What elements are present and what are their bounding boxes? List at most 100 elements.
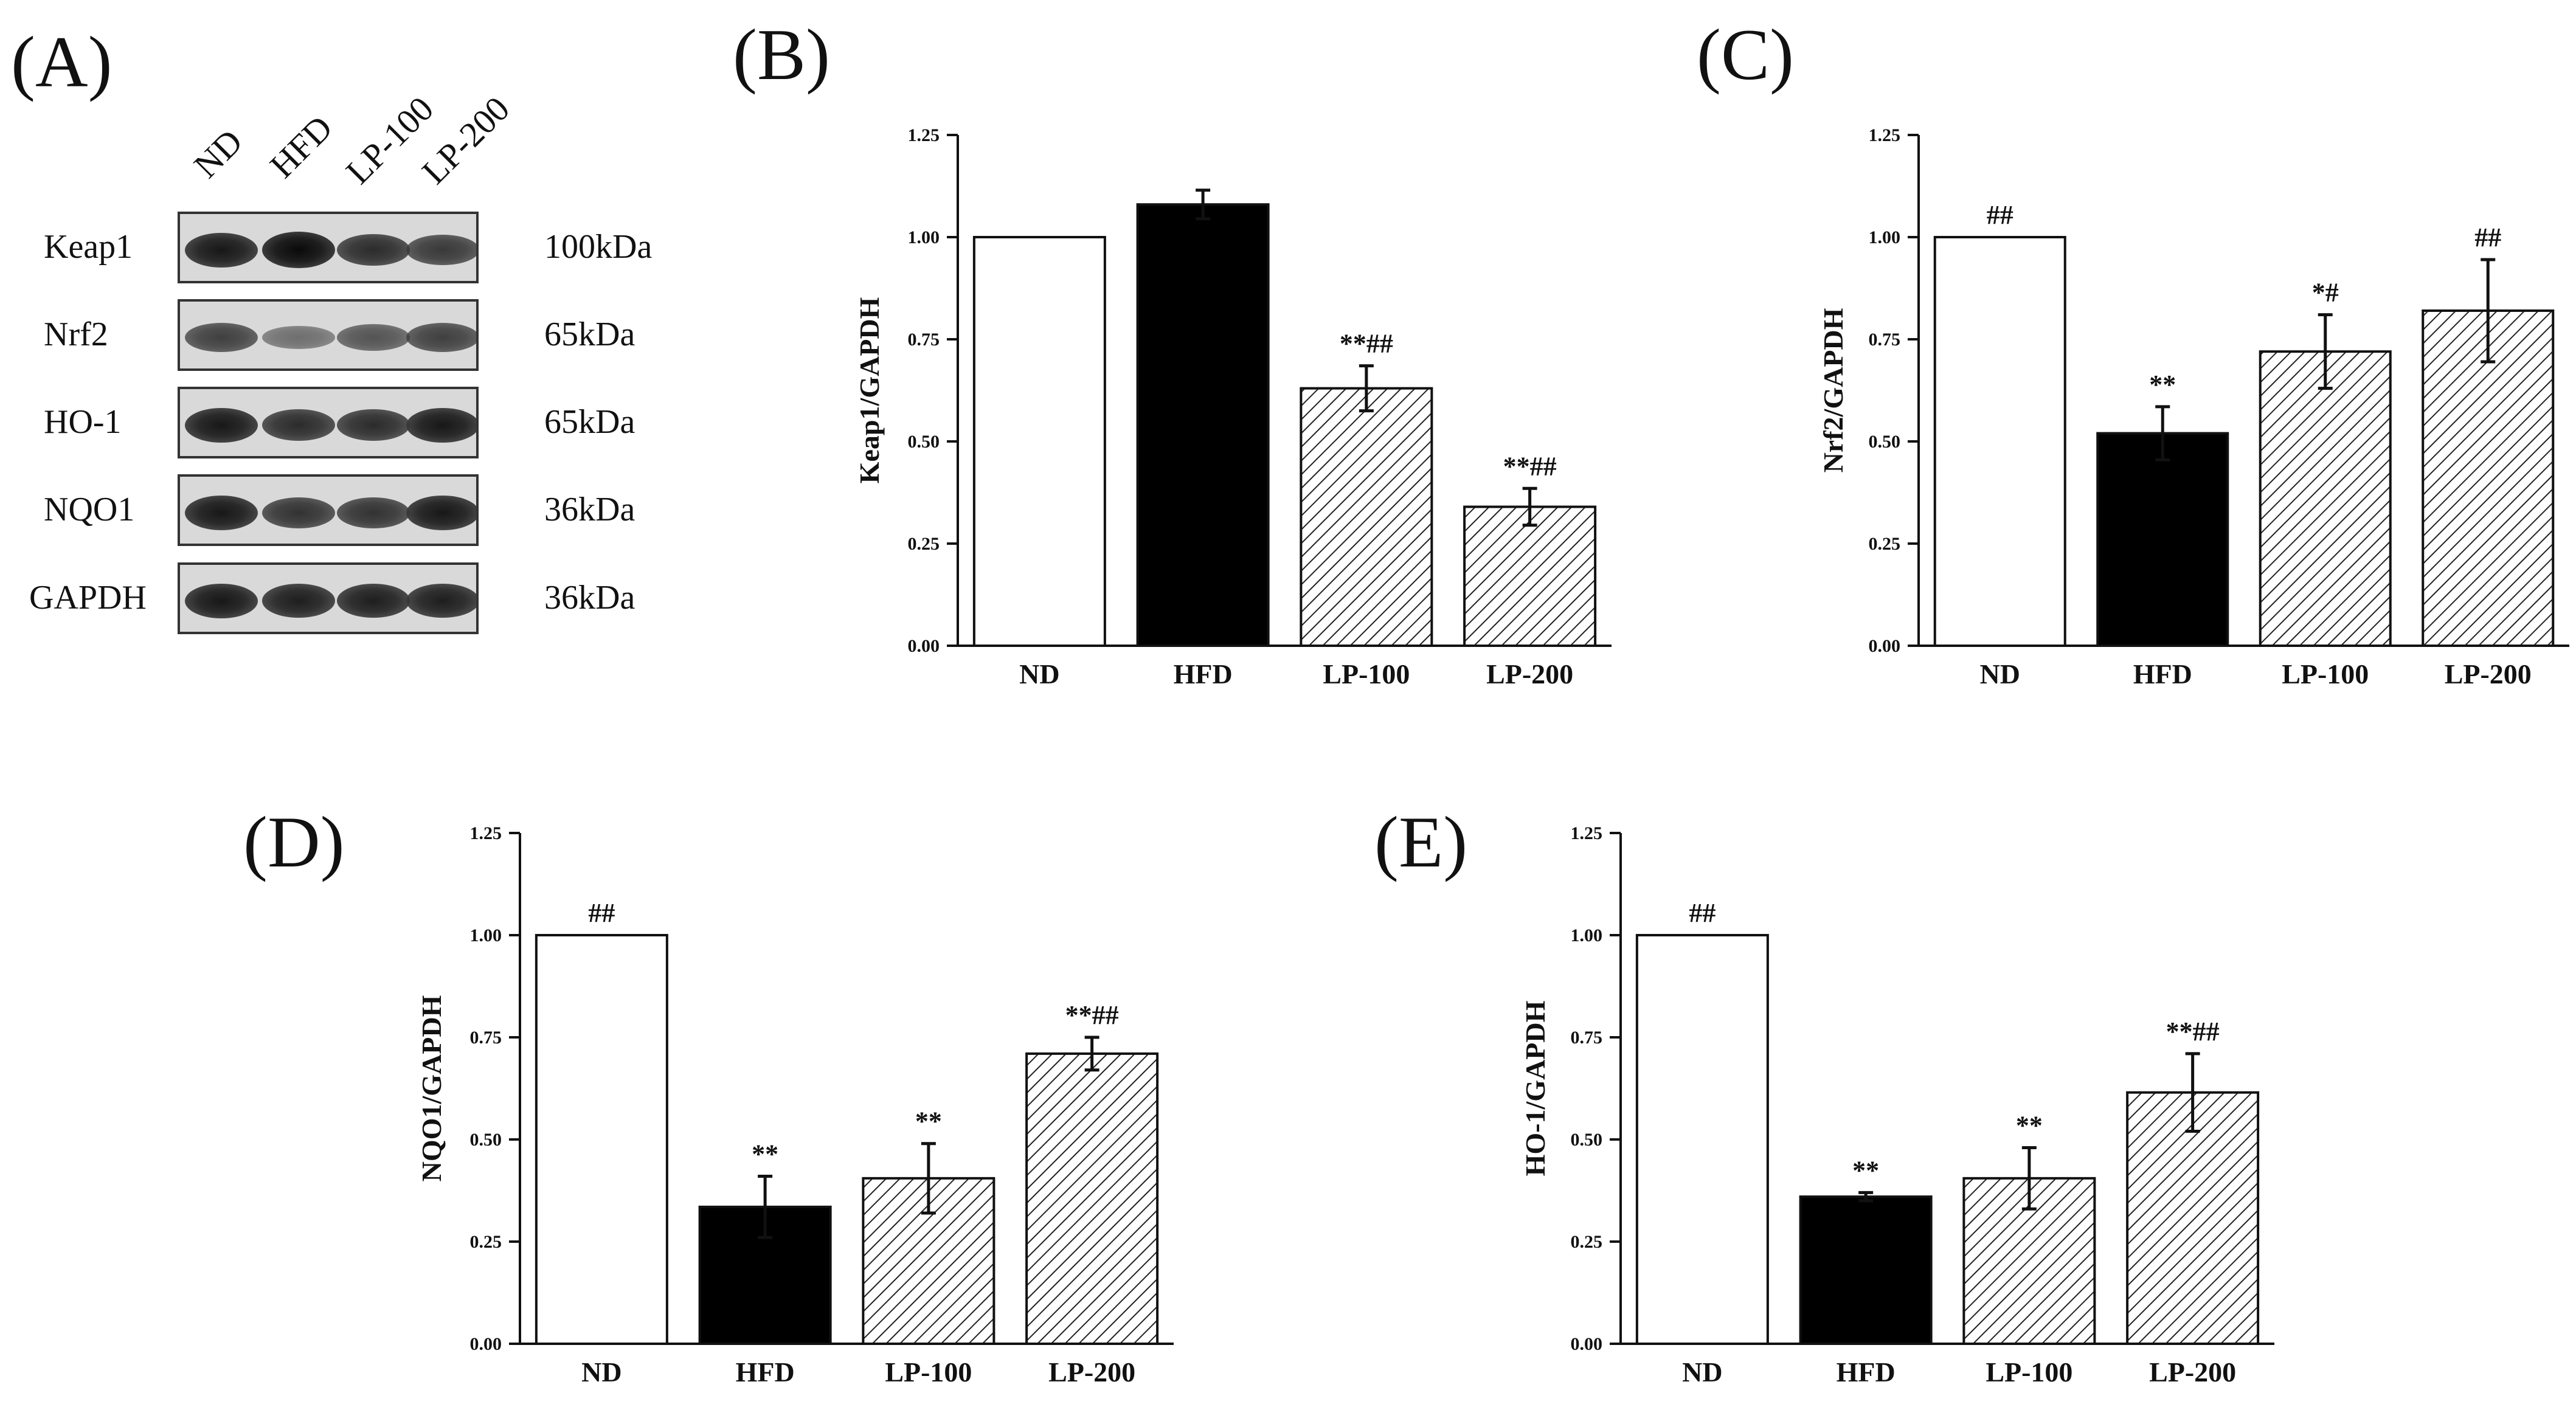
blot-size-label: 65kDa bbox=[544, 316, 635, 353]
blot-strip bbox=[178, 474, 479, 546]
panel-a-letter: (A) bbox=[11, 21, 113, 102]
x-tick-label: HFD bbox=[736, 1357, 795, 1388]
y-tick-label: 1.00 bbox=[908, 227, 940, 247]
bar bbox=[972, 236, 1106, 647]
y-tick-label: 0.25 bbox=[1571, 1232, 1603, 1252]
bar bbox=[2096, 432, 2229, 647]
blot-size-label: 36kDa bbox=[544, 579, 635, 617]
x-tick-label: LP-200 bbox=[1048, 1357, 1135, 1388]
y-tick-label: 1.00 bbox=[1869, 227, 1901, 247]
blot-strip bbox=[178, 562, 479, 634]
y-tick-label: 1.00 bbox=[1571, 925, 1603, 945]
panel-letter: (C) bbox=[1697, 14, 1794, 95]
y-tick-label: 0.50 bbox=[1869, 432, 1901, 452]
y-tick-label: 0.50 bbox=[908, 432, 940, 452]
blot-band bbox=[406, 323, 476, 352]
bar bbox=[1799, 1195, 1933, 1345]
y-tick-label: 0.75 bbox=[1571, 1028, 1603, 1048]
significance-label: **## bbox=[1340, 329, 1393, 359]
y-tick-label: 0.25 bbox=[470, 1232, 502, 1252]
x-tick-label: LP-100 bbox=[1323, 659, 1410, 690]
blot-band bbox=[406, 235, 476, 265]
blot-protein-label: NQO1 bbox=[44, 491, 135, 528]
bar bbox=[2259, 350, 2392, 647]
y-axis-label: Nrf2/GAPDH bbox=[1818, 308, 1849, 472]
significance-label: ## bbox=[1987, 200, 2013, 230]
blot-band bbox=[185, 407, 258, 443]
y-tick-label: 0.00 bbox=[1571, 1334, 1603, 1354]
blot-band bbox=[262, 326, 335, 349]
bar bbox=[1136, 203, 1270, 647]
panel-letter: (E) bbox=[1374, 801, 1467, 882]
y-tick-label: 0.00 bbox=[470, 1334, 502, 1354]
blot-band bbox=[185, 495, 258, 530]
y-tick-label: 0.50 bbox=[1571, 1130, 1603, 1150]
blot-band bbox=[262, 232, 335, 268]
significance-label: ## bbox=[588, 898, 615, 928]
x-tick-label: LP-100 bbox=[1986, 1357, 2072, 1388]
bar bbox=[1635, 934, 1769, 1345]
y-tick-label: 0.25 bbox=[908, 534, 940, 554]
blot-band bbox=[337, 324, 410, 351]
blot-band bbox=[262, 497, 335, 528]
x-tick-label: HFD bbox=[2133, 659, 2192, 690]
significance-label: **## bbox=[2166, 1017, 2220, 1046]
x-tick-label: ND bbox=[1019, 659, 1059, 690]
blot-band bbox=[406, 584, 476, 618]
blot-band bbox=[185, 323, 258, 352]
blot-band bbox=[406, 495, 476, 530]
blot-protein-label: Keap1 bbox=[44, 228, 133, 266]
x-tick-label: LP-200 bbox=[1486, 659, 1573, 690]
blot-protein-label: HO-1 bbox=[44, 403, 122, 441]
significance-label: **## bbox=[1503, 451, 1557, 481]
x-tick-label: LP-200 bbox=[2149, 1357, 2236, 1388]
y-tick-label: 1.25 bbox=[908, 125, 940, 145]
blot-band bbox=[185, 583, 258, 618]
panel-letter: (B) bbox=[733, 14, 830, 95]
y-axis-label: NQO1/GAPDH bbox=[416, 995, 447, 1181]
blot-strip bbox=[178, 212, 479, 283]
blot-band bbox=[337, 584, 410, 618]
significance-label: *# bbox=[2312, 278, 2339, 308]
blot-band bbox=[262, 584, 335, 618]
bar bbox=[1463, 505, 1597, 648]
y-axis-label: HO-1/GAPDH bbox=[1520, 1000, 1551, 1176]
blot-band bbox=[262, 409, 335, 441]
bar bbox=[1933, 236, 2066, 647]
blot-size-label: 36kDa bbox=[544, 491, 635, 528]
significance-label: ## bbox=[2474, 223, 2501, 252]
x-tick-label: LP-100 bbox=[885, 1357, 972, 1388]
panel-letter: (D) bbox=[243, 801, 345, 882]
y-tick-label: 0.00 bbox=[1869, 636, 1901, 656]
significance-label: ** bbox=[915, 1107, 942, 1136]
blot-size-label: 65kDa bbox=[544, 403, 635, 441]
significance-label: ** bbox=[2016, 1110, 2043, 1140]
significance-label: ** bbox=[2149, 370, 2176, 399]
blot-band bbox=[185, 232, 258, 268]
y-tick-label: 0.75 bbox=[470, 1028, 502, 1048]
y-tick-label: 0.00 bbox=[908, 636, 940, 656]
y-tick-label: 0.75 bbox=[1869, 330, 1901, 350]
significance-label: ** bbox=[1852, 1155, 1879, 1185]
significance-label: ## bbox=[1689, 898, 1716, 928]
y-tick-label: 1.25 bbox=[1869, 125, 1901, 145]
blot-strip bbox=[178, 387, 479, 458]
bar bbox=[1025, 1052, 1159, 1345]
x-tick-label: ND bbox=[1682, 1357, 1722, 1388]
y-tick-label: 1.25 bbox=[470, 823, 502, 843]
blot-band bbox=[337, 409, 410, 441]
x-tick-label: ND bbox=[1980, 659, 2020, 690]
y-tick-label: 1.00 bbox=[470, 925, 502, 945]
y-axis-label: Keap1/GAPDH bbox=[854, 297, 885, 483]
x-tick-label: HFD bbox=[1837, 1357, 1896, 1388]
blot-band bbox=[337, 497, 410, 528]
blot-band bbox=[406, 407, 476, 443]
bar bbox=[2126, 1091, 2260, 1345]
x-tick-label: ND bbox=[581, 1357, 621, 1388]
significance-label: **## bbox=[1065, 1000, 1119, 1030]
y-tick-label: 1.25 bbox=[1571, 823, 1603, 843]
bar bbox=[1300, 387, 1433, 647]
significance-label: ** bbox=[752, 1139, 778, 1169]
y-tick-label: 0.75 bbox=[908, 330, 940, 350]
